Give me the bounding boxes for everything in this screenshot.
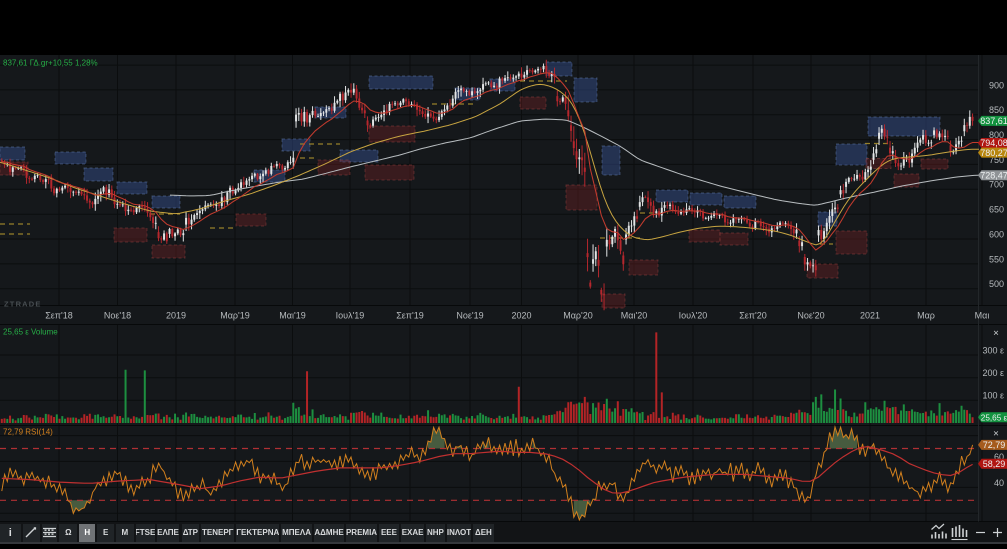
svg-text:Μαρ'19: Μαρ'19 bbox=[220, 310, 250, 320]
svg-text:2021: 2021 bbox=[860, 310, 880, 320]
svg-text:25,65 ε Volume: 25,65 ε Volume bbox=[3, 327, 58, 336]
svg-text:Σεπ'19: Σεπ'19 bbox=[396, 310, 424, 320]
svg-text:Μαρ: Μαρ bbox=[917, 310, 935, 320]
svg-text:550: 550 bbox=[989, 254, 1004, 264]
svg-text:300 ε: 300 ε bbox=[982, 345, 1004, 355]
svg-text:Μαρ'20: Μαρ'20 bbox=[563, 310, 593, 320]
svg-text:40: 40 bbox=[994, 478, 1004, 488]
svg-text:Μαι'20: Μαι'20 bbox=[621, 310, 647, 320]
svg-text:Μαι'19: Μαι'19 bbox=[279, 310, 305, 320]
svg-text:58,29: 58,29 bbox=[983, 459, 1006, 469]
svg-text:728,47: 728,47 bbox=[980, 170, 1007, 180]
svg-text:2019: 2019 bbox=[166, 310, 186, 320]
svg-text:Ιουλ'20: Ιουλ'20 bbox=[679, 310, 708, 320]
svg-text:Σεπ'18: Σεπ'18 bbox=[45, 310, 73, 320]
svg-text:Μαι: Μαι bbox=[975, 310, 990, 320]
svg-text:650: 650 bbox=[989, 205, 1004, 215]
svg-text:Σεπ'20: Σεπ'20 bbox=[739, 310, 767, 320]
svg-text:✕: ✕ bbox=[993, 329, 999, 338]
svg-text:837,61: 837,61 bbox=[980, 116, 1007, 126]
svg-text:837,61 ΓΔ.gr+10,55 1,28%: 837,61 ΓΔ.gr+10,55 1,28% bbox=[3, 59, 98, 68]
svg-text:2020: 2020 bbox=[511, 310, 531, 320]
svg-text:700: 700 bbox=[989, 180, 1004, 190]
svg-text:794,08: 794,08 bbox=[980, 138, 1007, 148]
svg-text:600: 600 bbox=[989, 229, 1004, 239]
svg-text:✕: ✕ bbox=[993, 429, 999, 438]
svg-text:Νοε'19: Νοε'19 bbox=[456, 310, 483, 320]
svg-text:Ιουλ'19: Ιουλ'19 bbox=[336, 310, 365, 320]
svg-text:72,79: 72,79 bbox=[983, 440, 1006, 450]
svg-text:200 ε: 200 ε bbox=[982, 368, 1004, 378]
svg-text:800: 800 bbox=[989, 130, 1004, 140]
svg-text:750: 750 bbox=[989, 155, 1004, 165]
svg-text:72,79 RSI(14): 72,79 RSI(14) bbox=[3, 427, 53, 436]
svg-text:Νοε'20: Νοε'20 bbox=[797, 310, 824, 320]
svg-text:100 ε: 100 ε bbox=[982, 391, 1004, 401]
svg-text:500: 500 bbox=[989, 279, 1004, 289]
svg-text:60: 60 bbox=[994, 452, 1004, 462]
svg-text:900: 900 bbox=[989, 80, 1004, 90]
svg-text:25,65 ε: 25,65 ε bbox=[981, 413, 1007, 422]
svg-text:850: 850 bbox=[989, 105, 1004, 115]
svg-text:ZTRADE: ZTRADE bbox=[4, 300, 42, 309]
svg-text:Νοε'18: Νοε'18 bbox=[104, 310, 131, 320]
svg-text:780,27: 780,27 bbox=[980, 148, 1007, 158]
